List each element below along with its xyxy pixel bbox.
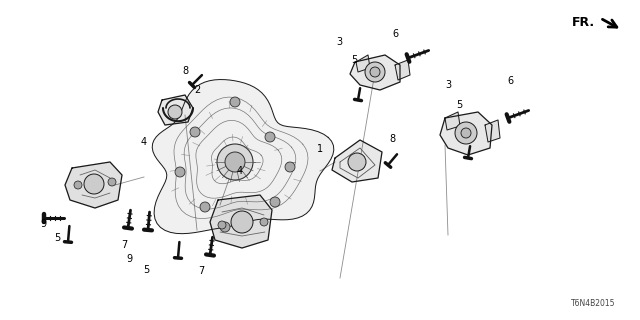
Text: 7: 7 <box>122 240 128 250</box>
Polygon shape <box>65 162 122 208</box>
Circle shape <box>84 174 104 194</box>
Text: 3: 3 <box>336 36 342 47</box>
Polygon shape <box>356 55 370 72</box>
Circle shape <box>370 67 380 77</box>
Circle shape <box>168 105 182 119</box>
Circle shape <box>108 178 116 186</box>
Polygon shape <box>210 195 272 248</box>
Polygon shape <box>332 140 382 182</box>
Text: 3: 3 <box>445 80 451 90</box>
Polygon shape <box>485 120 500 142</box>
Circle shape <box>260 218 268 226</box>
Polygon shape <box>158 95 193 125</box>
Circle shape <box>220 222 230 232</box>
Polygon shape <box>395 60 410 80</box>
Text: 4: 4 <box>141 137 147 148</box>
Text: 6: 6 <box>508 76 514 86</box>
Text: 8: 8 <box>182 66 189 76</box>
Text: 5: 5 <box>456 100 463 110</box>
Polygon shape <box>440 112 492 155</box>
Text: 9: 9 <box>40 219 47 229</box>
Text: 7: 7 <box>198 266 205 276</box>
Text: 6: 6 <box>392 28 399 39</box>
Circle shape <box>217 144 253 180</box>
Circle shape <box>190 127 200 137</box>
Circle shape <box>270 197 280 207</box>
Text: 5: 5 <box>143 265 149 276</box>
Text: 2: 2 <box>194 84 200 95</box>
Text: 5: 5 <box>54 233 61 244</box>
Circle shape <box>225 152 245 172</box>
Circle shape <box>461 128 471 138</box>
Polygon shape <box>445 112 460 130</box>
Polygon shape <box>152 80 334 234</box>
Text: 9: 9 <box>126 253 132 264</box>
Circle shape <box>74 181 82 189</box>
Text: 8: 8 <box>389 134 396 144</box>
Text: 1: 1 <box>317 144 323 154</box>
Circle shape <box>265 132 275 142</box>
Circle shape <box>231 211 253 233</box>
Circle shape <box>348 153 366 171</box>
Circle shape <box>200 202 210 212</box>
Circle shape <box>218 221 226 229</box>
Circle shape <box>365 62 385 82</box>
Text: 4: 4 <box>237 166 243 176</box>
Text: FR.: FR. <box>572 15 595 28</box>
Circle shape <box>230 97 240 107</box>
Circle shape <box>285 162 295 172</box>
Polygon shape <box>350 55 400 90</box>
Text: 5: 5 <box>351 55 357 65</box>
Circle shape <box>175 167 185 177</box>
Text: T6N4B2015: T6N4B2015 <box>570 299 615 308</box>
Circle shape <box>455 122 477 144</box>
